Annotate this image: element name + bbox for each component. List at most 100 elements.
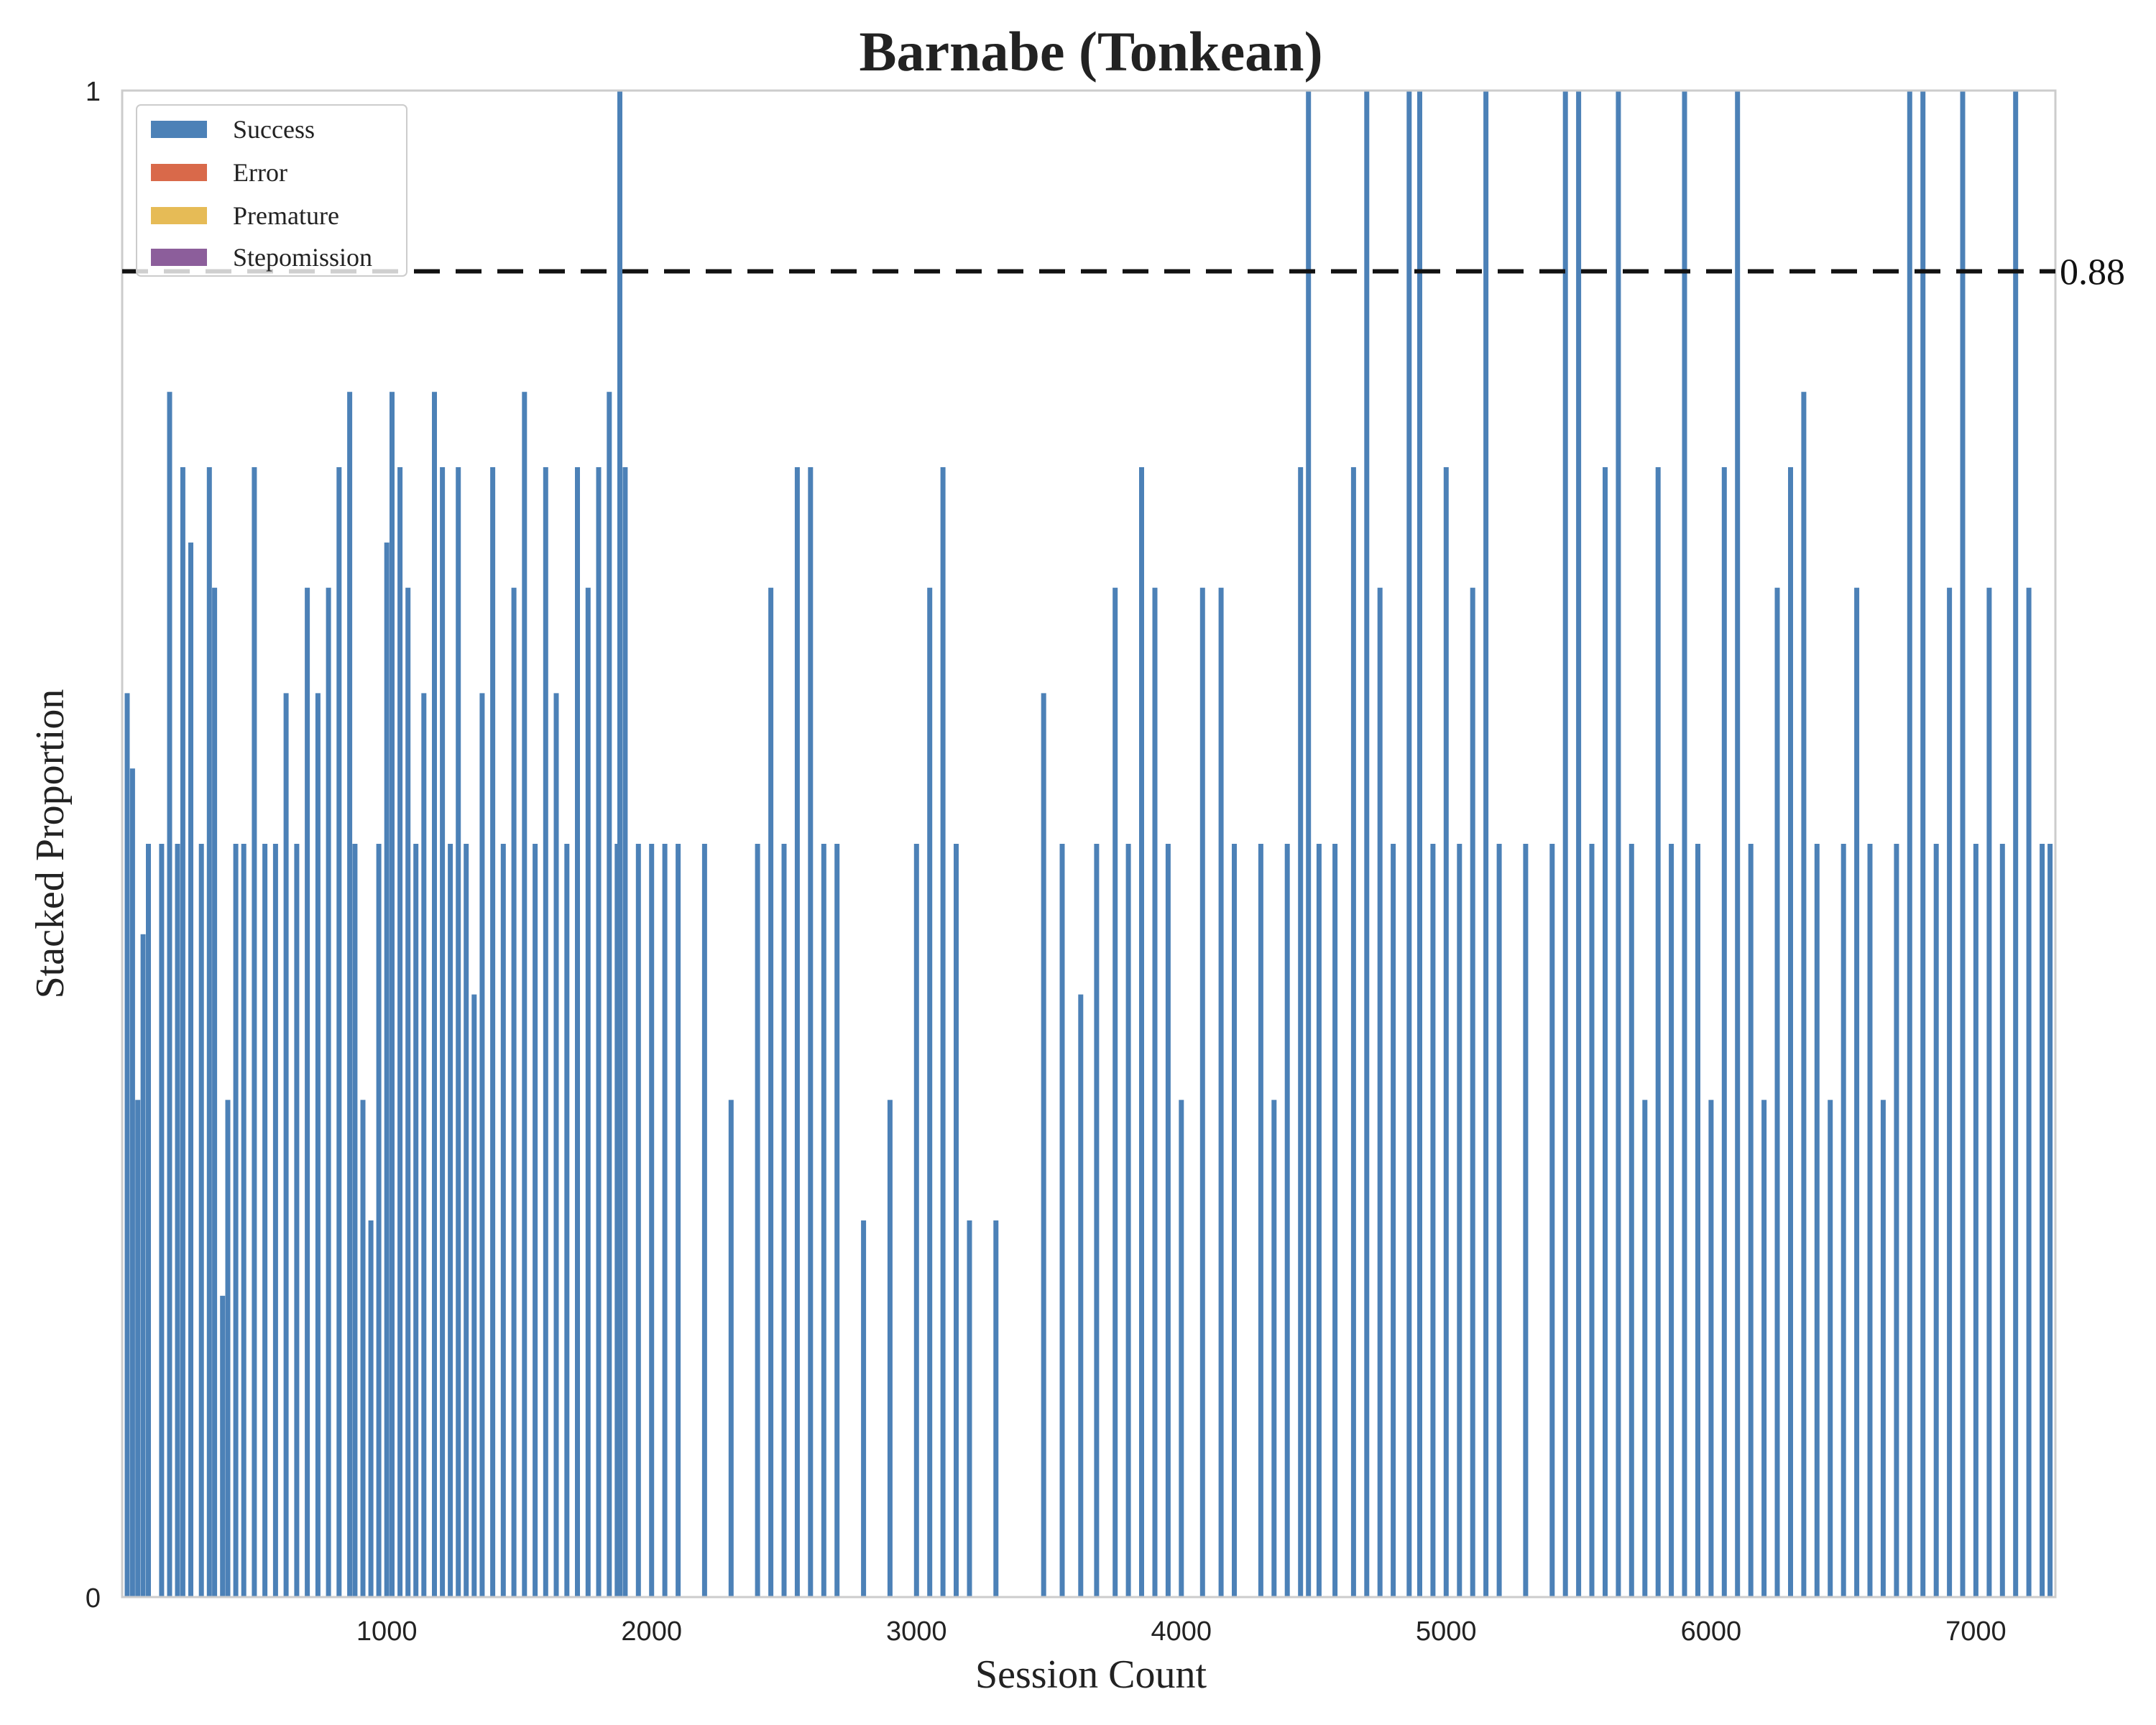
bar-success [728, 1100, 734, 1597]
bar-success [1391, 844, 1396, 1597]
bar-success [500, 844, 506, 1597]
bar-success [360, 1100, 366, 1597]
bar-success [1298, 467, 1304, 1597]
bar-success [225, 1100, 231, 1597]
bar-success [575, 467, 580, 1597]
bar-success [1165, 844, 1171, 1597]
bar-success [808, 467, 814, 1597]
bar-success [927, 587, 933, 1598]
x-axis-label: Session Count [975, 1652, 1207, 1697]
bar-success [262, 844, 268, 1597]
legend-swatch-success [151, 121, 207, 138]
bar-success [421, 693, 427, 1597]
bar-success [1788, 467, 1793, 1597]
bar-success [614, 844, 620, 1597]
bar-success [1457, 844, 1462, 1597]
bar-success [596, 467, 602, 1597]
bar-success [1655, 467, 1661, 1597]
legend-label-success: Success [233, 115, 315, 144]
bar-success [1218, 587, 1224, 1598]
bar-success [1139, 467, 1144, 1597]
bar-success [1867, 844, 1873, 1597]
bar-success [1232, 844, 1237, 1597]
bar-success [1801, 392, 1807, 1598]
bar-success [167, 392, 172, 1598]
bar-success [159, 844, 165, 1597]
bar-success [607, 392, 612, 1598]
bar-success [649, 844, 655, 1597]
bar-success [456, 467, 461, 1597]
bar-success [124, 693, 130, 1597]
bar-success [368, 1220, 374, 1597]
bar-success [129, 768, 135, 1597]
bar-success [1306, 91, 1312, 1597]
bar-success [1854, 587, 1860, 1598]
bar-success [522, 392, 528, 1598]
bar-success [1907, 91, 1912, 1597]
bar-success [1920, 91, 1926, 1597]
bar-success [390, 392, 395, 1598]
bar-success [1761, 1100, 1767, 1597]
legend-box [136, 104, 407, 277]
bar-success [384, 542, 390, 1597]
bar-success [326, 587, 331, 1598]
bar-success [1332, 844, 1338, 1597]
chart-title: Barnabe (Tonkean) [859, 20, 1322, 83]
x-tick-label: 7000 [1945, 1616, 2007, 1647]
bar-success [1496, 844, 1502, 1597]
bar-success [794, 467, 800, 1597]
x-tick-label: 2000 [621, 1616, 682, 1647]
bar-success [676, 844, 681, 1597]
bar-success [993, 1220, 999, 1597]
bar-success [206, 467, 212, 1597]
y-tick-label: 0 [86, 1583, 101, 1614]
bar-success [2047, 844, 2053, 1597]
bar-success [1947, 587, 1953, 1598]
bar-success [1112, 587, 1118, 1598]
bar-success [954, 844, 959, 1597]
y-tick-label: 1 [86, 77, 101, 107]
bar-success [1078, 994, 1084, 1597]
bar-success [887, 1100, 893, 1597]
bar-success [1258, 844, 1263, 1597]
bar-success [175, 844, 180, 1597]
bar-success [212, 587, 218, 1598]
bar-success [1576, 91, 1582, 1597]
bar-success [1721, 467, 1727, 1597]
x-tick-labels: 1000 2000 3000 4000 5000 6000 7000 [356, 1616, 2007, 1647]
bar-success [834, 844, 840, 1597]
bar-success [1695, 844, 1700, 1597]
bar-success [220, 1295, 226, 1597]
bar-success [564, 844, 570, 1597]
bar-success [490, 467, 496, 1597]
bar-success [1589, 844, 1595, 1597]
bar-success [180, 467, 185, 1597]
bar-success [1199, 587, 1205, 1598]
bar-success [1748, 844, 1754, 1597]
bar-success [413, 844, 419, 1597]
legend-label-error: Error [233, 158, 287, 187]
bar-success [1603, 467, 1608, 1597]
bar-success [1125, 844, 1131, 1597]
bar-success [283, 693, 289, 1597]
bar-success [479, 693, 485, 1597]
x-tick-label: 1000 [356, 1616, 418, 1647]
y-tick-labels: 01 [86, 77, 101, 1614]
bar-success [241, 844, 247, 1597]
bar-success [553, 693, 559, 1597]
bar-success [1933, 844, 1939, 1597]
bar-success [1880, 1100, 1886, 1597]
bar-success [1152, 587, 1158, 1598]
bar-success [585, 587, 591, 1598]
bar-success [464, 844, 469, 1597]
bar-success [1350, 467, 1356, 1597]
bar-success [440, 467, 446, 1597]
bar-success [967, 1220, 972, 1597]
bar-success [405, 587, 411, 1598]
bar-success [305, 587, 310, 1598]
bar-success [146, 844, 151, 1597]
bar-success [1316, 844, 1322, 1597]
bars-group [124, 91, 2053, 1598]
legend-label-premature: Premature [233, 201, 339, 230]
